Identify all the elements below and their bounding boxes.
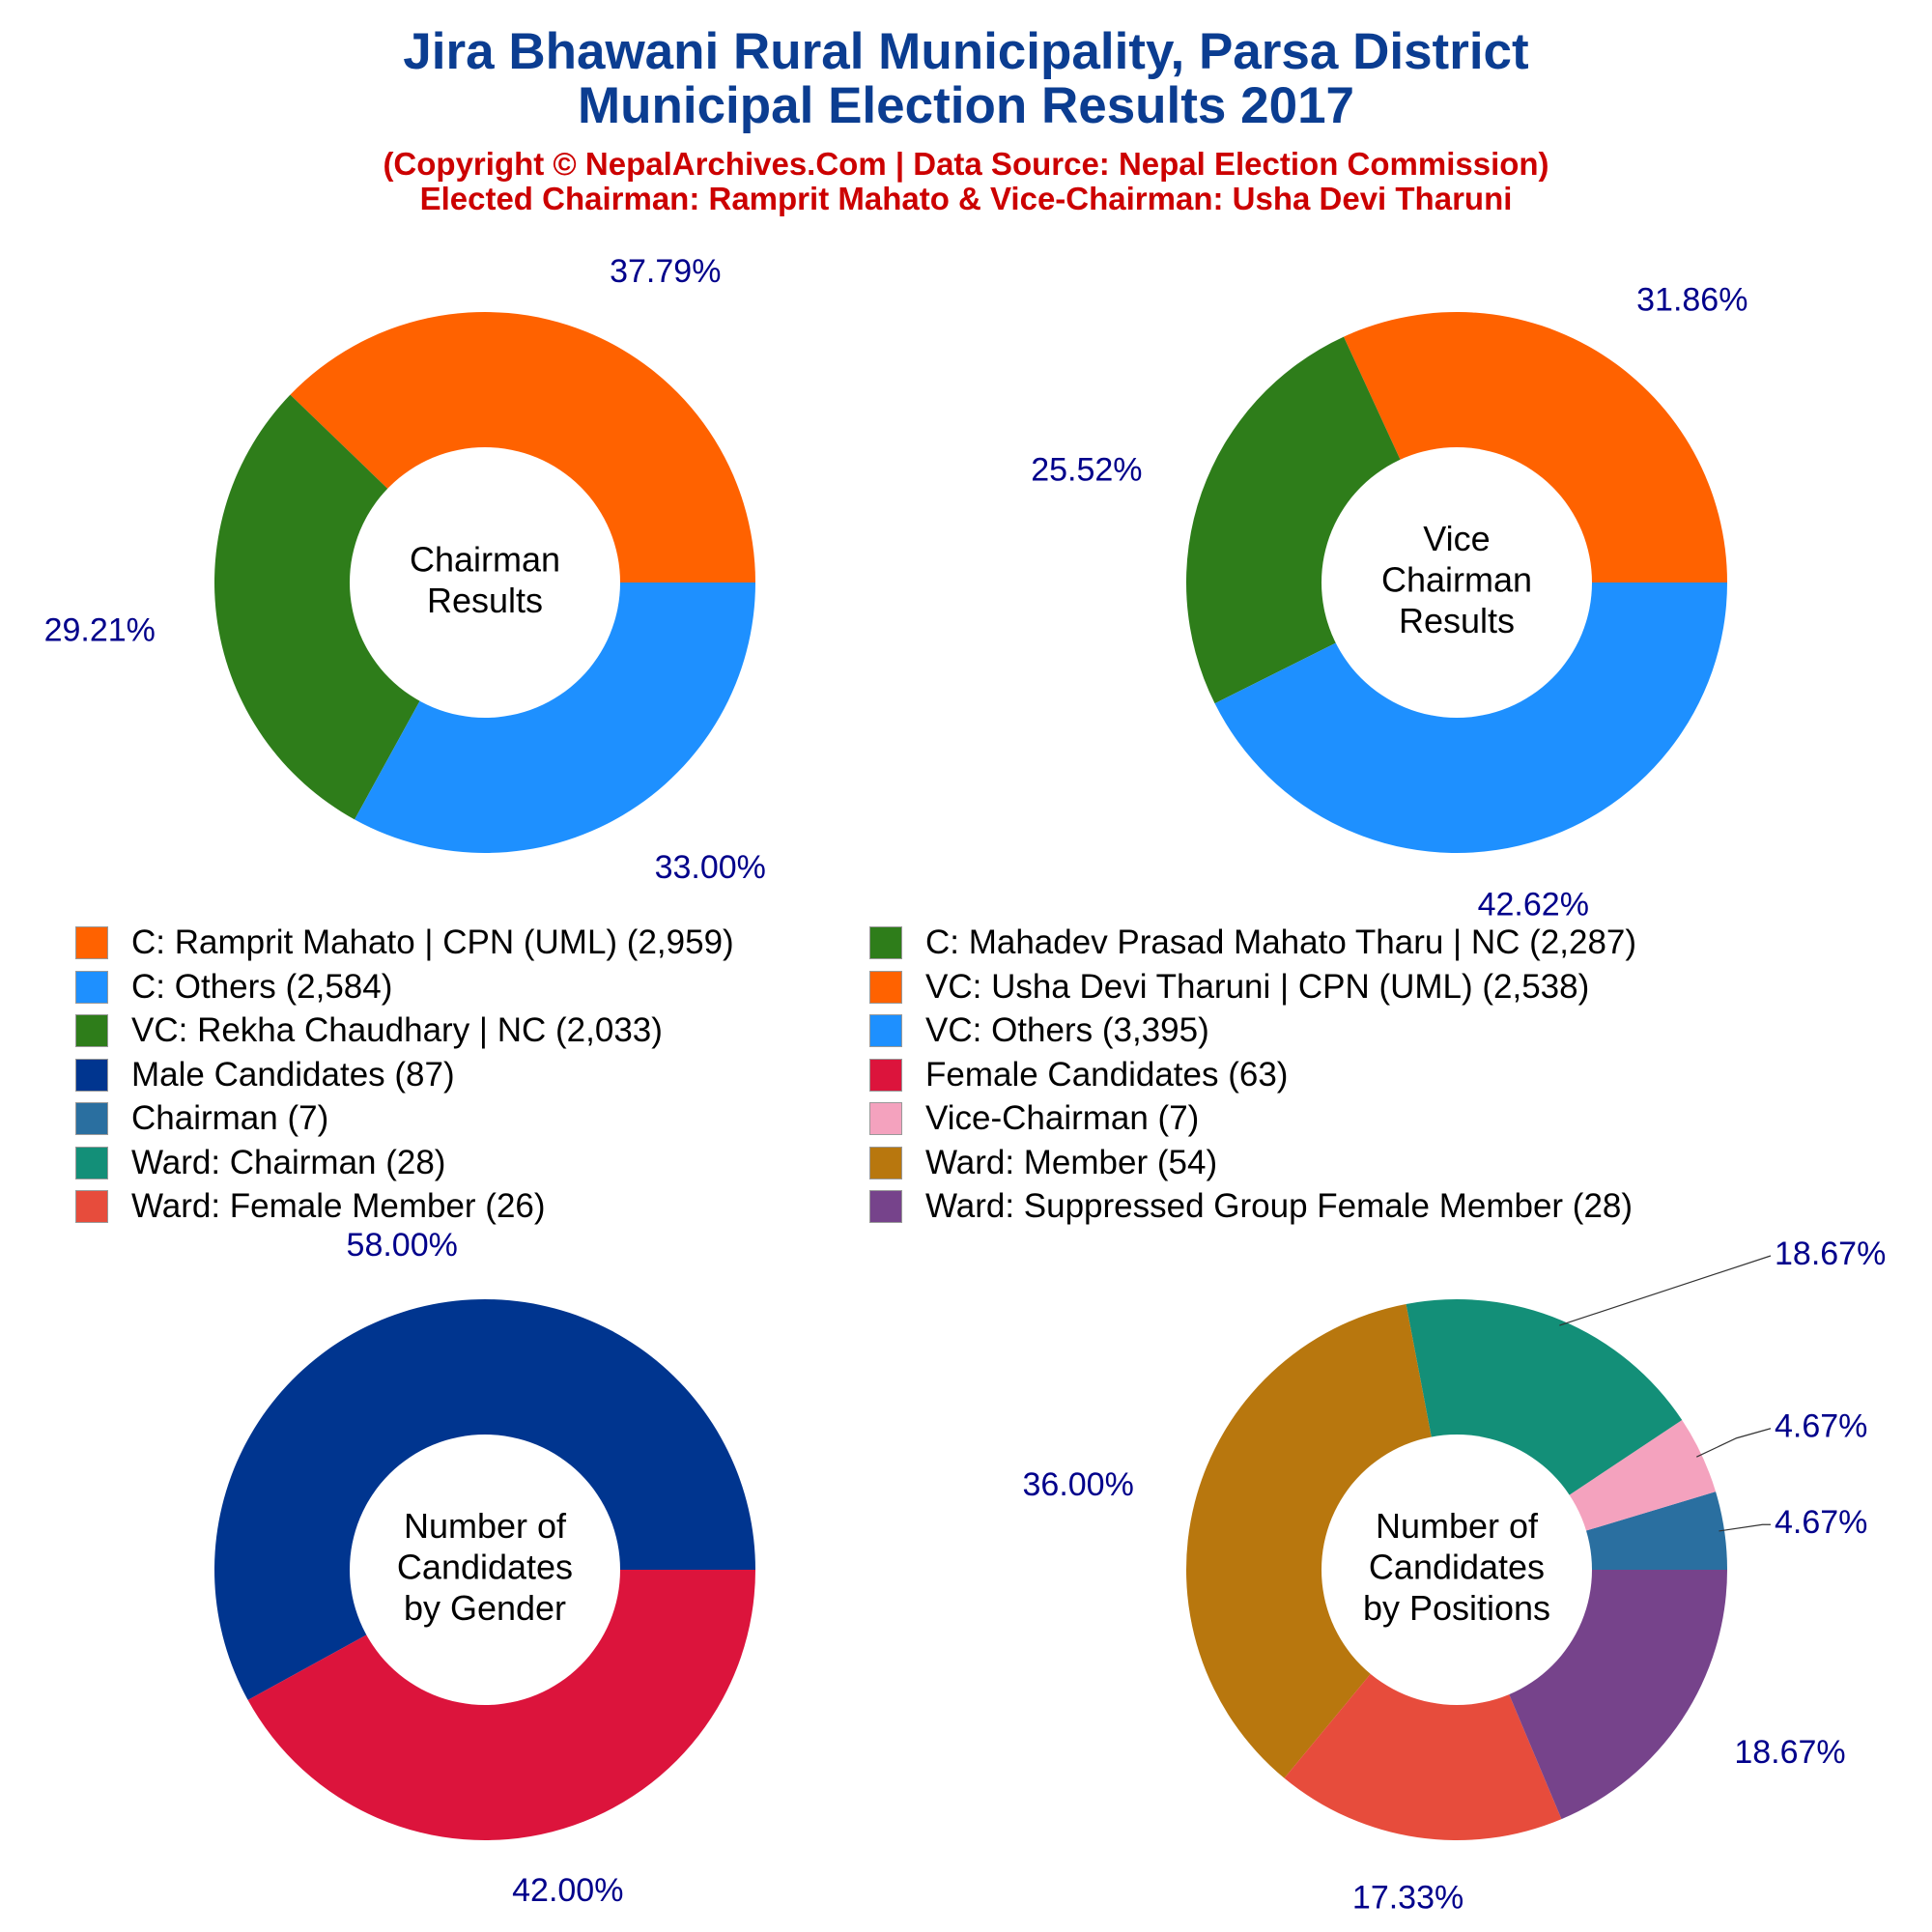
label-leader-line xyxy=(1696,1428,1772,1458)
legend-swatch xyxy=(869,1190,902,1223)
center-label: Results xyxy=(427,581,543,620)
center-label: Candidates xyxy=(397,1548,573,1587)
legend-swatch xyxy=(869,970,902,1004)
legend-label: Chairman (7) xyxy=(131,1099,329,1137)
copyright-subtitle: (Copyright © NepalArchives.Com | Data So… xyxy=(383,146,1549,182)
elected-subtitle: Elected Chairman: Ramprit Mahato & Vice-… xyxy=(419,181,1513,216)
chart-legend: C: Ramprit Mahato | CPN (UML) (2,959) C: … xyxy=(0,920,1932,1229)
legend-label: Male Candidates (87) xyxy=(131,1055,455,1094)
donut-hole xyxy=(350,1435,620,1705)
percent-label: 36.00% xyxy=(1023,1466,1134,1503)
legend-swatch xyxy=(869,926,902,959)
legend-swatch xyxy=(75,1146,108,1179)
legend-swatch xyxy=(869,1146,902,1179)
legend-swatch xyxy=(75,1102,108,1135)
chart-title-line2: Municipal Election Results 2017 xyxy=(577,77,1355,134)
chart-title-line1: Jira Bhawani Rural Municipality, Parsa D… xyxy=(403,23,1529,80)
legend-swatch xyxy=(75,1190,108,1223)
center-label: Chairman xyxy=(1381,560,1532,600)
legend-swatch xyxy=(75,926,108,959)
center-label: Candidates xyxy=(1369,1548,1545,1587)
percent-label: 18.67% xyxy=(1734,1734,1845,1771)
legend-swatch xyxy=(869,1014,902,1047)
percent-label: 58.00% xyxy=(347,1227,458,1264)
legend-label: C: Others (2,584) xyxy=(131,967,393,1006)
pie-chart: 4.67% 4.67% 18.67% 36.00% 17.33% 18.67% Number… xyxy=(1023,1236,1887,1916)
legend-item: Ward: Chairman (28) xyxy=(75,1144,445,1182)
legend-item: Vice-Chairman (7) xyxy=(869,1099,1199,1138)
donut-hole xyxy=(1321,447,1592,718)
center-label: by Positions xyxy=(1363,1588,1550,1628)
center-label: Chairman xyxy=(410,539,560,579)
legend-label: Ward: Member (54) xyxy=(925,1143,1218,1181)
legend-label: VC: Rekha Chaudhary | NC (2,033) xyxy=(131,1011,663,1049)
legend-label: Female Candidates (63) xyxy=(925,1055,1289,1094)
legend-swatch xyxy=(75,1058,108,1092)
label-leader-line xyxy=(1559,1255,1772,1326)
legend-label: Ward: Chairman (28) xyxy=(131,1143,446,1181)
legend-label: VC: Usha Devi Tharuni | CPN (UML) (2,538… xyxy=(925,967,1590,1006)
percent-label: 18.67% xyxy=(1775,1236,1886,1272)
donut-hole xyxy=(350,447,620,718)
legend-label: Ward: Female Member (26) xyxy=(131,1187,546,1225)
legend-swatch xyxy=(75,970,108,1004)
legend-item: C: Others (2,584) xyxy=(75,968,392,1007)
center-label: Number of xyxy=(1376,1506,1539,1546)
center-label: by Gender xyxy=(404,1588,566,1628)
center-label: Vice xyxy=(1423,519,1490,558)
pie-slice xyxy=(1186,1303,1457,1778)
legend-label: Vice-Chairman (7) xyxy=(925,1099,1200,1137)
chart-header: Jira Bhawani Rural Municipality, Parsa D… xyxy=(0,21,1932,216)
legend-swatch xyxy=(75,1014,108,1047)
percent-label: 25.52% xyxy=(1031,452,1142,489)
percent-label: 37.79% xyxy=(610,253,721,290)
legend-item: Ward: Member (54) xyxy=(869,1144,1217,1182)
pie-slice xyxy=(213,394,485,820)
legend-label: C: Mahadev Prasad Mahato Tharu | NC (2,2… xyxy=(925,923,1637,961)
legend-item: Chairman (7) xyxy=(75,1099,328,1138)
label-leader-line xyxy=(1719,1523,1771,1532)
legend-item: Male Candidates (87) xyxy=(75,1056,455,1094)
legend-item: C: Ramprit Mahato | CPN (UML) (2,959) xyxy=(75,923,734,962)
legend-swatch xyxy=(869,1102,902,1135)
legend-item: Ward: Suppressed Group Female Member (28… xyxy=(869,1187,1633,1226)
pie-slice xyxy=(290,312,755,582)
percent-label: 31.86% xyxy=(1636,282,1747,319)
percent-label: 17.33% xyxy=(1352,1879,1463,1916)
legend-item: VC: Rekha Chaudhary | NC (2,033) xyxy=(75,1011,663,1050)
legend-item: VC: Others (3,395) xyxy=(869,1011,1209,1050)
legend-item: Ward: Female Member (26) xyxy=(75,1187,546,1226)
legend-label: Ward: Suppressed Group Female Member (28… xyxy=(925,1187,1634,1225)
legend-swatch xyxy=(869,1058,902,1092)
legend-label: C: Ramprit Mahato | CPN (UML) (2,959) xyxy=(131,923,734,961)
legend-item: C: Mahadev Prasad Mahato Tharu | NC (2,2… xyxy=(869,923,1636,962)
legend-item: Female Candidates (63) xyxy=(869,1056,1288,1094)
percent-label: 4.67% xyxy=(1775,1408,1867,1445)
percent-label: 42.62% xyxy=(1478,887,1589,923)
percent-label: 29.21% xyxy=(44,612,156,649)
legend-item: VC: Usha Devi Tharuni | CPN (UML) (2,538… xyxy=(869,968,1589,1007)
pie-slice xyxy=(1284,1570,1562,1840)
percent-label: 33.00% xyxy=(655,849,766,886)
legend-label: VC: Others (3,395) xyxy=(925,1011,1209,1049)
center-label: Number of xyxy=(404,1506,567,1546)
percent-label: 42.00% xyxy=(512,1872,623,1909)
percent-label: 4.67% xyxy=(1775,1504,1867,1541)
center-label: Results xyxy=(1399,601,1515,640)
donut-hole xyxy=(1321,1435,1592,1705)
